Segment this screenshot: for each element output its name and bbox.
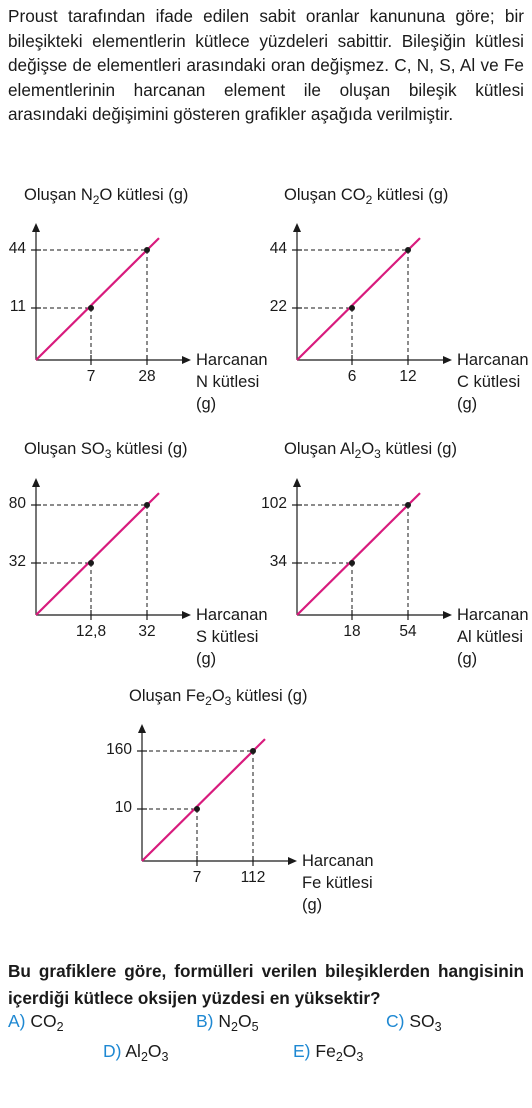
y-axis-arrow bbox=[32, 223, 40, 232]
data-point bbox=[144, 502, 150, 508]
data-point bbox=[349, 560, 355, 566]
question-text: Bu grafiklere göre, formülleri verilen b… bbox=[8, 961, 524, 1008]
x-axis-label: Harcanan S kütlesi (g) bbox=[196, 604, 268, 670]
option-formula: Fe2O3 bbox=[315, 1041, 364, 1064]
chart-title: Oluşan Fe2O3 kütlesi (g) bbox=[129, 687, 308, 708]
x-tick-label: 12,8 bbox=[75, 623, 107, 640]
data-point bbox=[88, 560, 94, 566]
x-axis-label: Harcanan Al kütlesi (g) bbox=[457, 604, 529, 670]
x-axis-arrow bbox=[443, 356, 452, 364]
x-axis-arrow bbox=[443, 611, 452, 619]
x-tick-label: 7 bbox=[86, 368, 96, 385]
option-formula: CO2 bbox=[30, 1011, 64, 1034]
x-axis-arrow bbox=[182, 356, 191, 364]
option-letter: C) bbox=[386, 1011, 405, 1031]
data-point bbox=[405, 502, 411, 508]
x-axis-label-line: (g) bbox=[196, 395, 217, 413]
chart-title: Oluşan N2O kütlesi (g) bbox=[24, 186, 189, 207]
y-axis-arrow bbox=[293, 478, 301, 487]
x-axis-label-line: Fe kütlesi bbox=[302, 874, 373, 892]
x-axis-label-line: Harcanan bbox=[196, 606, 268, 624]
y-tick-label: 32 bbox=[8, 553, 26, 570]
x-axis-label-line: (g) bbox=[457, 650, 478, 668]
y-tick-label: 10 bbox=[114, 799, 132, 816]
y-tick-label: 34 bbox=[269, 553, 287, 570]
option-d[interactable]: D) Al2O3 bbox=[103, 1041, 169, 1064]
x-axis-label-line: N kütlesi bbox=[196, 373, 260, 391]
y-tick-label: 44 bbox=[269, 240, 287, 257]
option-formula: N2O5 bbox=[218, 1011, 259, 1034]
x-axis-label-line: Harcanan bbox=[457, 351, 529, 369]
y-tick-label: 44 bbox=[8, 240, 26, 257]
series-line bbox=[296, 492, 421, 616]
option-b[interactable]: B) N2O5 bbox=[196, 1011, 259, 1034]
chart-title: Oluşan SO3 kütlesi (g) bbox=[24, 440, 188, 461]
data-point bbox=[349, 305, 355, 311]
option-letter: D) bbox=[103, 1041, 122, 1061]
y-axis-arrow bbox=[32, 478, 40, 487]
x-tick-label: 54 bbox=[399, 623, 417, 640]
series-line bbox=[35, 237, 160, 361]
option-c[interactable]: C) SO3 bbox=[386, 1011, 442, 1034]
option-letter: A) bbox=[8, 1011, 26, 1031]
y-tick-label: 102 bbox=[261, 495, 287, 512]
intro-paragraph: Proust tarafından ifade edilen sabit ora… bbox=[8, 6, 524, 124]
x-axis-label-line: Al kütlesi bbox=[457, 628, 524, 646]
y-axis-arrow bbox=[138, 724, 146, 733]
x-tick-label: 18 bbox=[343, 623, 361, 640]
y-tick-label: 22 bbox=[269, 298, 287, 315]
series-line bbox=[141, 738, 266, 862]
x-axis-arrow bbox=[288, 857, 297, 865]
x-axis-arrow bbox=[182, 611, 191, 619]
x-axis-label: Harcanan N kütlesi (g) bbox=[196, 349, 268, 415]
x-tick-label: 12 bbox=[399, 368, 417, 385]
option-formula: SO3 bbox=[409, 1011, 442, 1034]
y-tick-label: 80 bbox=[8, 495, 26, 512]
x-axis-label-line: (g) bbox=[302, 896, 323, 914]
x-axis-label-line: S kütlesi bbox=[196, 628, 259, 646]
option-e[interactable]: E) Fe2O3 bbox=[293, 1041, 364, 1064]
x-axis-label: Harcanan Fe kütlesi (g) bbox=[302, 850, 374, 916]
x-axis-label: Harcanan C kütlesi (g) bbox=[457, 349, 529, 415]
chart-title: Oluşan Al2O3 kütlesi (g) bbox=[284, 440, 457, 461]
x-axis-label-line: Harcanan bbox=[457, 606, 529, 624]
series-line bbox=[296, 237, 421, 361]
chart-title: Oluşan CO2 kütlesi (g) bbox=[284, 186, 449, 207]
x-axis-label-line: Harcanan bbox=[302, 852, 374, 870]
y-tick-label: 11 bbox=[9, 298, 26, 315]
option-letter: B) bbox=[196, 1011, 214, 1031]
x-tick-label: 28 bbox=[138, 368, 156, 385]
y-tick-label: 160 bbox=[106, 741, 132, 758]
x-tick-label: 6 bbox=[347, 368, 357, 385]
x-axis-label-line: C kütlesi bbox=[457, 373, 521, 391]
y-axis-arrow bbox=[293, 223, 301, 232]
x-tick-label: 112 bbox=[240, 869, 266, 886]
x-tick-label: 32 bbox=[138, 623, 156, 640]
x-axis-label-line: (g) bbox=[457, 395, 478, 413]
option-a[interactable]: A) CO2 bbox=[8, 1011, 64, 1034]
data-point bbox=[88, 305, 94, 311]
series-line bbox=[35, 492, 160, 616]
data-point bbox=[194, 806, 200, 812]
data-point bbox=[405, 247, 411, 253]
x-axis-label-line: (g) bbox=[196, 650, 217, 668]
option-formula: Al2O3 bbox=[125, 1041, 169, 1064]
option-letter: E) bbox=[293, 1041, 311, 1061]
data-point bbox=[144, 247, 150, 253]
data-point bbox=[250, 748, 256, 754]
x-axis-label-line: Harcanan bbox=[196, 351, 268, 369]
x-tick-label: 7 bbox=[192, 869, 202, 886]
